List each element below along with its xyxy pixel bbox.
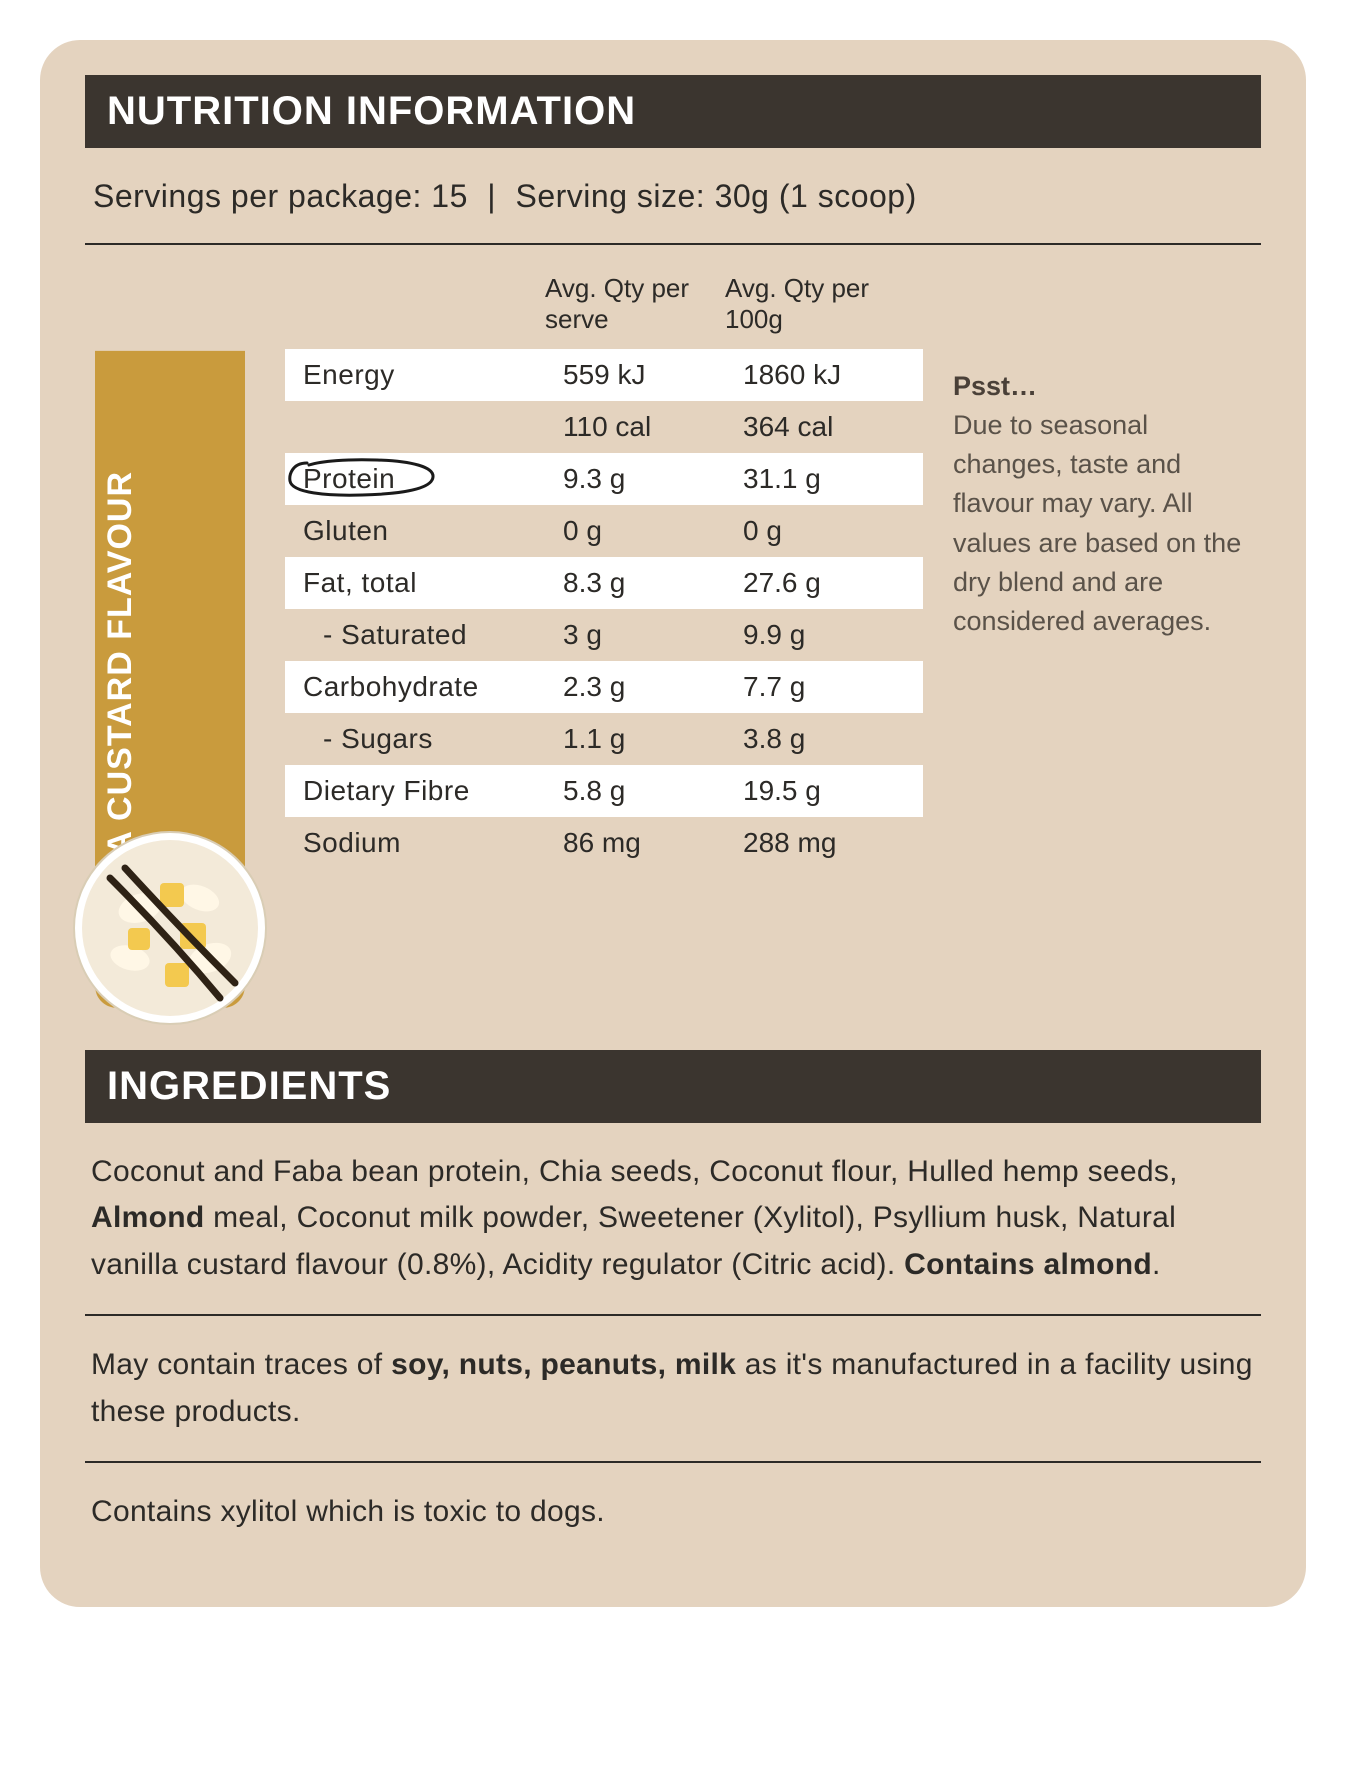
may-contain-pre: May contain traces of [91,1348,391,1381]
per-100g-value: 0 g [743,515,923,547]
col-per-serve-header: Avg. Qty per serve [545,273,725,335]
nutrition-table: Avg. Qty per serve Avg. Qty per 100g Ene… [285,271,923,869]
side-note: Psst… Due to seasonal changes, taste and… [923,271,1261,641]
per-serve-value: 8.3 g [563,567,743,599]
per-100g-value: 1860 kJ [743,359,923,391]
mid-section: VANILLA CUSTARD FLAVOUR Avg. Qty per ser… [85,245,1261,1028]
nutrition-panel: NUTRITION INFORMATION Servings per packa… [40,40,1306,1607]
ingredients-part-1: Coconut and Faba bean protein, Chia seed… [91,1155,1178,1188]
nutrient-label: Dietary Fibre [303,775,563,807]
allergen-almond: Almond [91,1201,204,1234]
serving-info: Servings per package: 15 | Serving size:… [85,148,1261,245]
servings-per-package-label: Servings per package: [93,178,422,214]
per-serve-value: 2.3 g [563,671,743,703]
per-100g-value: 31.1 g [743,463,923,495]
per-serve-value: 5.8 g [563,775,743,807]
per-serve-value: 0 g [563,515,743,547]
nutrient-label: Sodium [303,827,563,859]
side-note-body: Due to seasonal changes, taste and flavo… [953,410,1241,636]
table-row: Sodium86 mg288 mg [285,817,923,869]
highlight-circle-icon [287,455,437,499]
table-row: Fat, total8.3 g27.6 g [285,557,923,609]
psst-heading: Psst… [953,371,1037,401]
table-row: 110 cal364 cal [285,401,923,453]
serving-size-label: Serving size: [515,178,705,214]
product-bowl-image [70,828,270,1028]
per-100g-value: 9.9 g [743,619,923,651]
table-row: - Saturated3 g9.9 g [285,609,923,661]
may-contain-text: May contain traces of soy, nuts, peanuts… [85,1316,1261,1461]
nutrition-heading: NUTRITION INFORMATION [85,75,1261,148]
contains-almond: Contains almond [904,1248,1152,1281]
nutrient-label: Fat, total [303,567,563,599]
xylitol-warning: Contains xylitol which is toxic to dogs. [85,1463,1261,1562]
table-row: Gluten0 g0 g [285,505,923,557]
per-serve-value: 3 g [563,619,743,651]
nutrient-label: - Sugars [303,723,563,755]
nutrient-label: - Saturated [303,619,563,651]
ingredients-heading: INGREDIENTS [85,1050,1261,1123]
nutrient-label: Carbohydrate [303,671,563,703]
may-contain-list: soy, nuts, peanuts, milk [391,1348,736,1381]
servings-per-package-value: 15 [431,178,468,214]
per-serve-value: 110 cal [563,411,743,443]
ingredients-section: INGREDIENTS Coconut and Faba bean protei… [85,1050,1261,1562]
table-row: Carbohydrate2.3 g7.7 g [285,661,923,713]
per-serve-value: 9.3 g [563,463,743,495]
table-row: - Sugars1.1 g3.8 g [285,713,923,765]
table-header: Avg. Qty per serve Avg. Qty per 100g [285,273,923,349]
per-100g-value: 364 cal [743,411,923,443]
table-row: Energy559 kJ1860 kJ [285,349,923,401]
flavour-column: VANILLA CUSTARD FLAVOUR [85,271,285,1008]
per-serve-value: 1.1 g [563,723,743,755]
per-100g-value: 288 mg [743,827,923,859]
serving-size-value: 30g (1 scoop) [715,178,917,214]
nutrient-label: Protein [303,463,563,495]
per-100g-value: 3.8 g [743,723,923,755]
table-row: Protein9.3 g31.1 g [285,453,923,505]
per-100g-value: 7.7 g [743,671,923,703]
serving-separator: | [487,178,496,214]
per-serve-value: 559 kJ [563,359,743,391]
ingredients-text: Coconut and Faba bean protein, Chia seed… [85,1123,1261,1315]
table-row: Dietary Fibre5.8 g19.5 g [285,765,923,817]
nutrient-label: Gluten [303,515,563,547]
nutrient-label: Energy [303,359,563,391]
per-100g-value: 27.6 g [743,567,923,599]
col-per-100g-header: Avg. Qty per 100g [725,273,905,335]
ingredients-period: . [1152,1248,1161,1281]
per-serve-value: 86 mg [563,827,743,859]
per-100g-value: 19.5 g [743,775,923,807]
